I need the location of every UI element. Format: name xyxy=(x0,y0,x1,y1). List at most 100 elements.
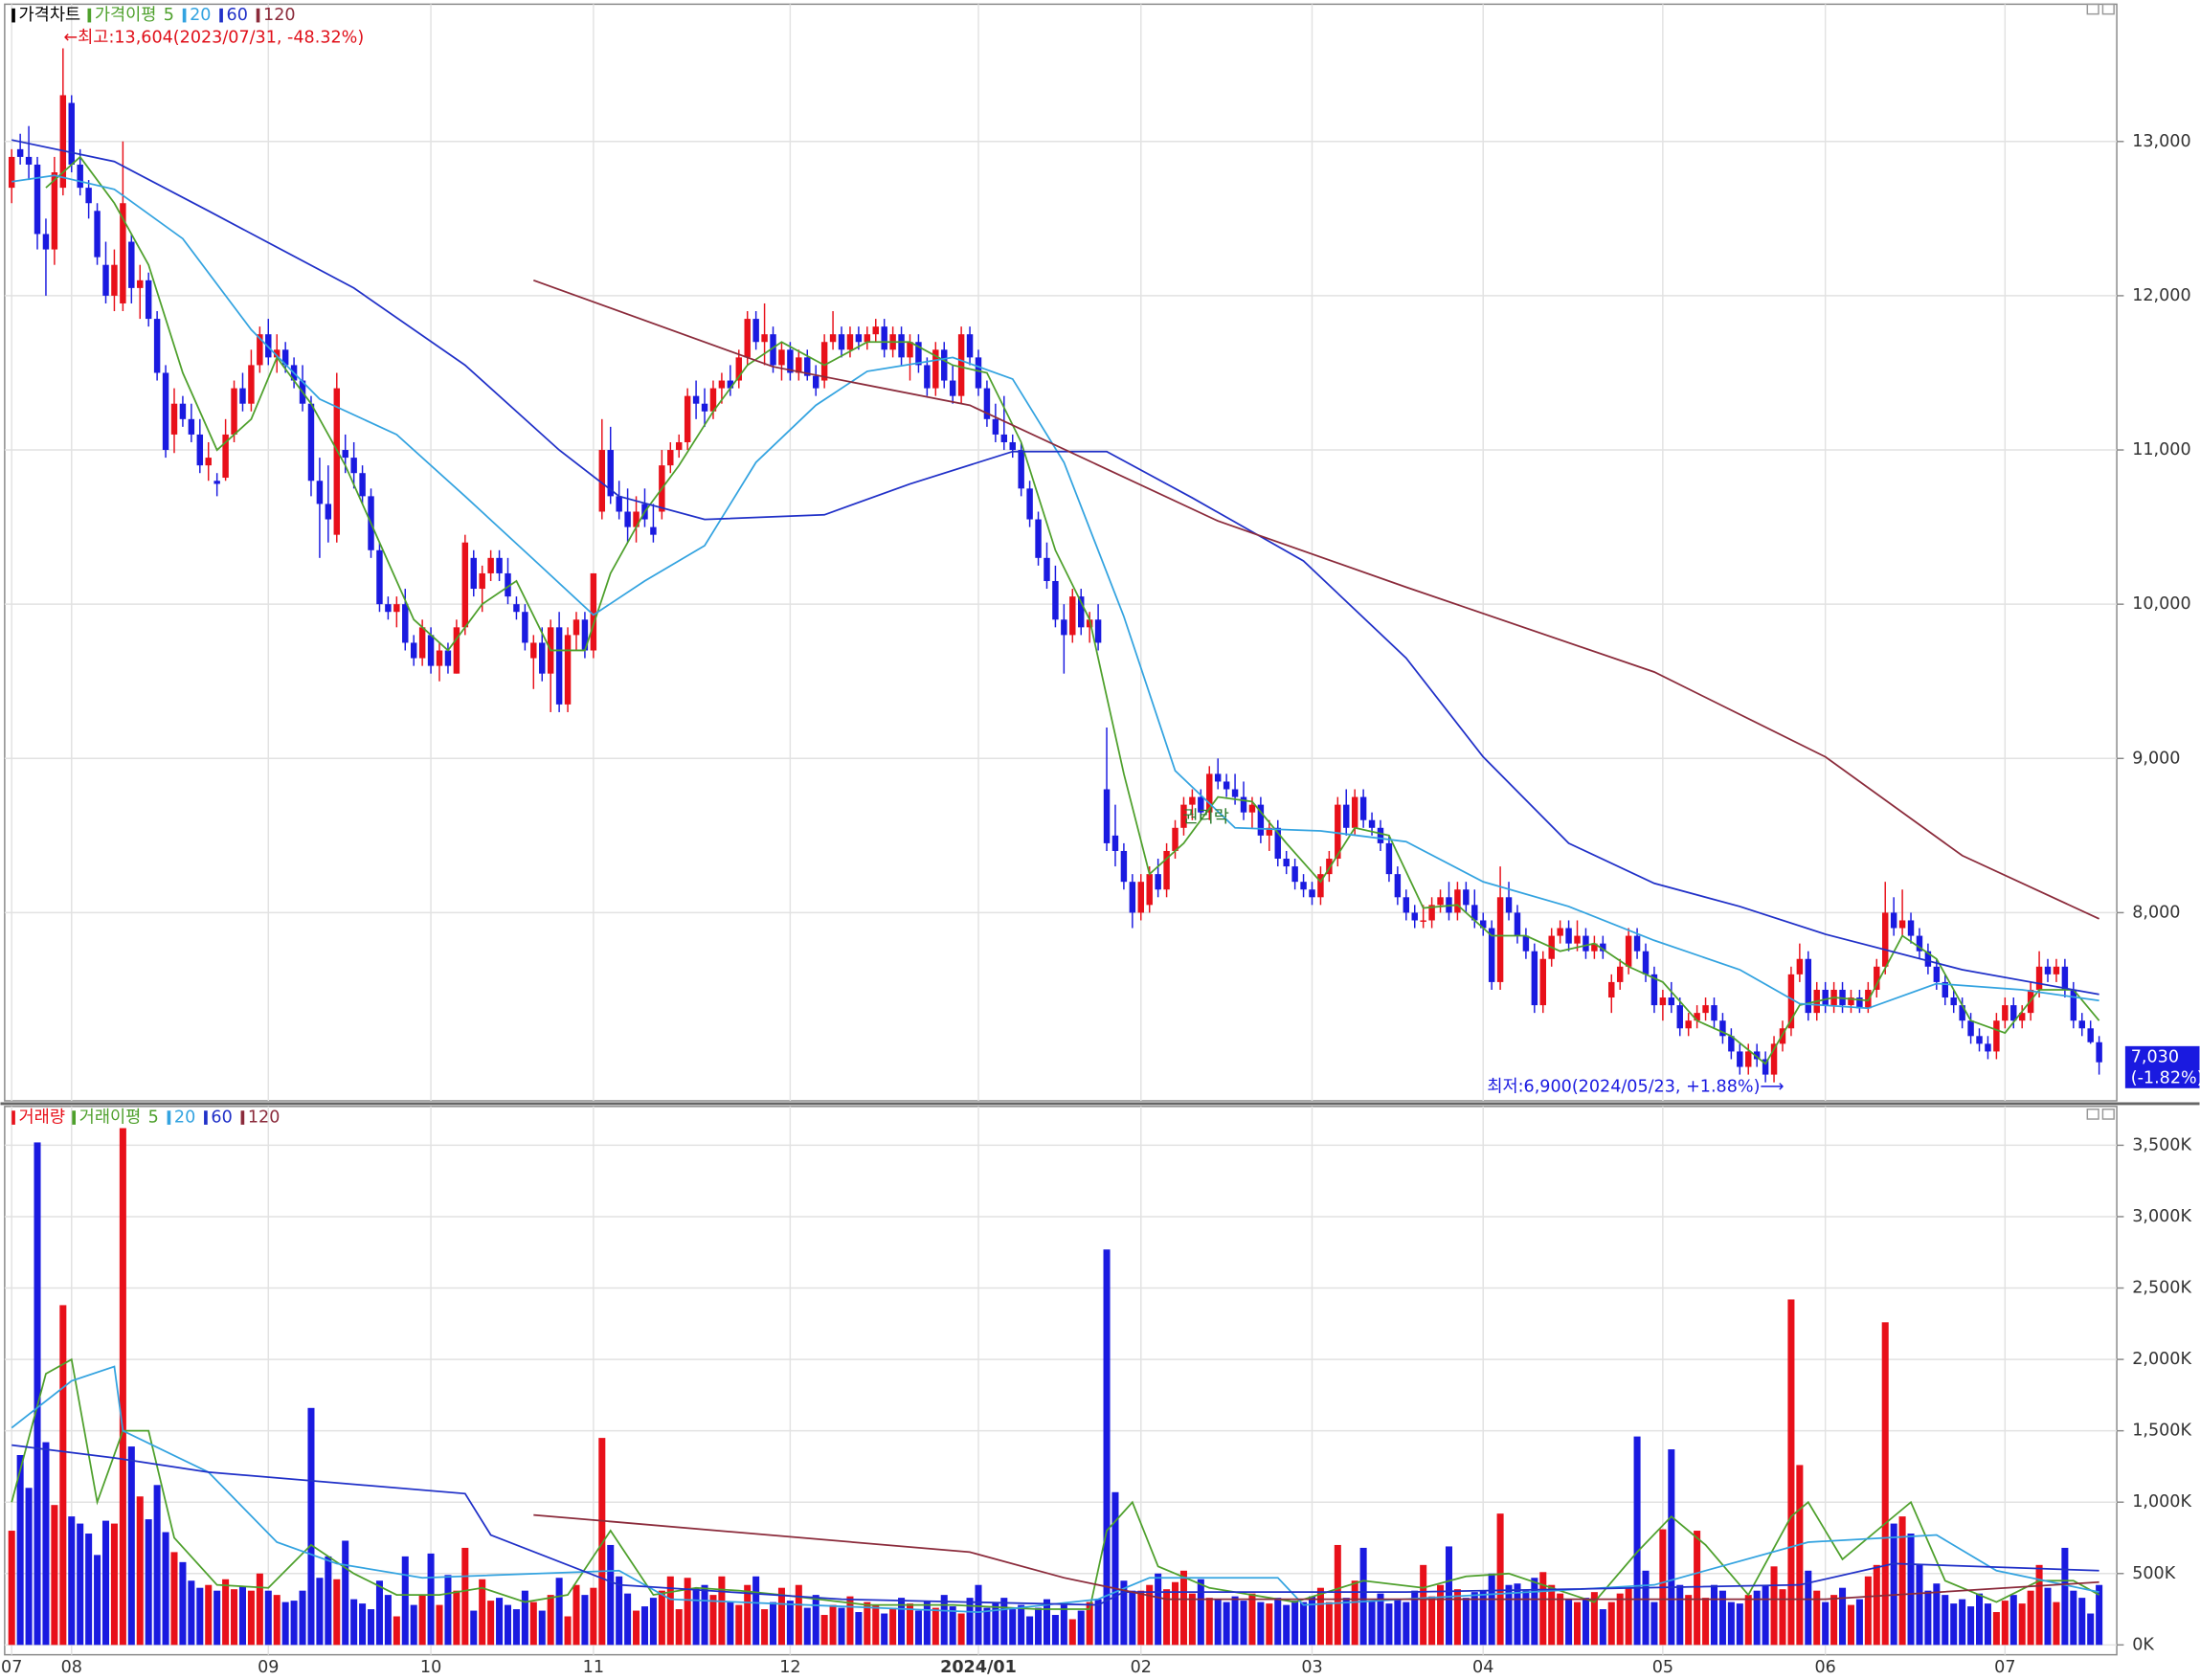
candle-body xyxy=(1600,943,1606,952)
volume-bar xyxy=(992,1602,999,1646)
candle-body xyxy=(667,450,674,466)
volume-bar xyxy=(1557,1593,1564,1646)
last-change: (-1.82%) xyxy=(2131,1069,2200,1088)
moving-average-line xyxy=(533,1513,2099,1601)
x-tick-label: 02 xyxy=(1131,1658,1152,1677)
y-tick-label: 8,000 xyxy=(2132,903,2180,922)
candle-body xyxy=(1916,935,1923,952)
candle-body xyxy=(1129,882,1136,913)
volume-bar xyxy=(145,1519,152,1646)
volume-bar xyxy=(538,1610,546,1646)
candle-body xyxy=(1471,905,1478,921)
volume-bar xyxy=(1890,1523,1897,1646)
legend-label: 60 xyxy=(227,6,248,25)
candle-body xyxy=(470,557,477,590)
moving-average-line xyxy=(11,1357,2100,1610)
x-tick-label: 03 xyxy=(1301,1658,1322,1677)
legend-swatch xyxy=(204,1110,208,1125)
volume-bar xyxy=(1223,1602,1230,1646)
volume-bar xyxy=(273,1595,281,1646)
volume-bar xyxy=(1257,1602,1265,1646)
volume-bar xyxy=(744,1584,752,1646)
volume-bar xyxy=(1539,1572,1547,1646)
candle-body xyxy=(616,496,622,512)
candle-body xyxy=(949,380,956,396)
moving-average-line xyxy=(11,1444,2099,1606)
candle-body xyxy=(1411,912,1418,921)
candle-body xyxy=(34,164,41,235)
volume-bar xyxy=(975,1584,982,1646)
volume-bar xyxy=(616,1576,623,1646)
candle-body xyxy=(1403,897,1410,913)
volume-bar xyxy=(855,1612,863,1646)
candle-body xyxy=(1326,859,1333,875)
volume-bar xyxy=(1676,1584,1684,1646)
volume-bar xyxy=(1779,1589,1786,1646)
candle-body xyxy=(179,403,187,419)
volume-bar xyxy=(1796,1465,1804,1646)
volume-bar xyxy=(436,1604,443,1646)
volume-bar xyxy=(479,1579,486,1646)
volume-bar xyxy=(1959,1599,1966,1646)
volume-bar xyxy=(914,1610,922,1646)
volume-bar xyxy=(496,1598,504,1646)
candle-body xyxy=(1359,796,1367,820)
volume-bar xyxy=(68,1516,76,1646)
candle-body xyxy=(376,549,383,605)
volume-bar xyxy=(1855,1599,1863,1646)
candle-body xyxy=(137,280,144,288)
volume-bar xyxy=(1967,1606,1975,1646)
candle-body xyxy=(804,357,811,376)
candle-body xyxy=(342,450,348,459)
volume-bar xyxy=(1685,1595,1693,1646)
volume-bar xyxy=(1847,1604,1854,1646)
volume-bar xyxy=(1248,1593,1256,1646)
volume-bar xyxy=(675,1609,683,1646)
volume-bar xyxy=(16,1455,24,1646)
candle-body xyxy=(1770,1043,1778,1075)
legend-label: 60 xyxy=(211,1109,232,1128)
volume-bar xyxy=(1514,1583,1521,1646)
volume-bar xyxy=(222,1579,230,1646)
candle-body xyxy=(530,642,537,659)
candle-body xyxy=(752,319,759,343)
volume-bar xyxy=(94,1555,101,1646)
candle-body xyxy=(1805,958,1812,1014)
volume-bar xyxy=(1839,1587,1847,1646)
volume-bar xyxy=(461,1547,469,1646)
candle-body xyxy=(1583,935,1589,952)
volume-bar xyxy=(1753,1590,1761,1646)
volume-bar xyxy=(1179,1570,1187,1646)
volume-bar xyxy=(889,1607,897,1646)
volume-bar xyxy=(1548,1584,1556,1646)
volume-bar xyxy=(666,1576,674,1646)
candle-body xyxy=(572,619,580,636)
volume-bar xyxy=(1599,1609,1606,1646)
volume-bar xyxy=(1488,1573,1495,1646)
candle-body xyxy=(333,388,341,535)
candle-body xyxy=(145,280,152,320)
pane-button[interactable] xyxy=(2086,1109,2099,1120)
pane-button[interactable] xyxy=(2101,1109,2115,1120)
candle-body xyxy=(316,481,324,504)
candle-body xyxy=(248,365,255,404)
volume-bar xyxy=(1411,1590,1419,1646)
volume-bar xyxy=(290,1601,298,1646)
pane-button[interactable] xyxy=(2101,3,2115,15)
candle-body xyxy=(1078,596,1085,628)
candle-body xyxy=(727,380,734,389)
volume-bar xyxy=(709,1595,717,1646)
pane-button[interactable] xyxy=(2086,3,2099,15)
candle-body xyxy=(205,458,212,466)
volume-bar xyxy=(1214,1599,1222,1646)
candle-body xyxy=(581,619,589,651)
candle-body xyxy=(709,388,717,412)
candle-body xyxy=(385,604,392,613)
volume-bar xyxy=(1770,1566,1778,1646)
candle-body xyxy=(966,334,974,358)
candle-body xyxy=(1214,773,1222,782)
y-tick-label: 500K xyxy=(2132,1564,2176,1583)
candle-body xyxy=(1787,974,1795,1029)
volume-bar xyxy=(1992,1612,2000,1646)
volume-bar xyxy=(2087,1613,2095,1646)
